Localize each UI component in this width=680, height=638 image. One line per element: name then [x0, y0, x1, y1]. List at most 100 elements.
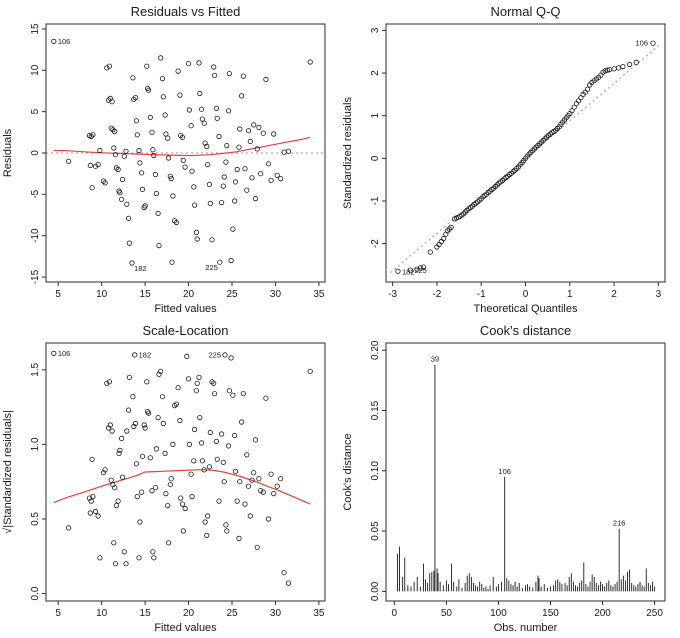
data-point [87, 162, 93, 168]
x-tick-label: 0 [392, 608, 398, 619]
data-point [242, 166, 248, 172]
data-point [188, 123, 194, 129]
data-point [132, 352, 138, 358]
data-point [136, 147, 142, 154]
data-point [228, 355, 234, 361]
x-tick-label: 25 [226, 289, 238, 300]
data-point [168, 176, 174, 182]
data-point [274, 172, 280, 178]
data-point [151, 555, 157, 561]
data-point [254, 146, 260, 152]
data-point [417, 265, 424, 271]
x-tick-label: 35 [313, 608, 325, 619]
data-point [146, 87, 152, 93]
data-point [221, 479, 227, 485]
data-point [469, 203, 475, 209]
data-point [115, 498, 121, 504]
data-point [139, 170, 145, 176]
data-point [271, 491, 277, 497]
data-point [205, 162, 211, 168]
data-point [254, 544, 260, 550]
data-point [51, 350, 57, 357]
data-point [119, 435, 125, 442]
x-tick-label: 10 [96, 289, 108, 300]
data-point [175, 385, 181, 391]
data-point [92, 508, 99, 515]
data-point [123, 148, 129, 154]
data-point [113, 503, 120, 509]
data-point [206, 464, 212, 470]
plot-frame [385, 342, 666, 602]
data-point [112, 152, 119, 158]
data-point [256, 124, 262, 131]
data-point [88, 133, 94, 140]
data-point [112, 561, 119, 567]
data-point [137, 519, 143, 525]
data-point [159, 394, 166, 400]
chart-scale-location: Scale-Location 5 10 15 20 25 30 35 0.0 0.5 1.0 1.5 F… [2, 323, 326, 634]
data-point [177, 92, 183, 98]
point-label: 182 [134, 264, 147, 273]
data-point [147, 114, 153, 121]
data-point [234, 498, 240, 504]
point-label: 39 [431, 355, 439, 364]
chart-title: Residuals vs Fitted [131, 4, 241, 19]
data-point [130, 394, 136, 400]
y-tick-label: 0.5 [30, 512, 41, 526]
data-point [239, 419, 245, 425]
data-point [611, 66, 617, 72]
data-point [407, 267, 414, 273]
data-point [252, 437, 259, 443]
data-point [139, 186, 146, 192]
data-point [196, 60, 202, 66]
x-tick-label: 250 [646, 608, 663, 619]
data-point [274, 483, 280, 489]
data-point [180, 528, 186, 534]
data-point [115, 166, 121, 173]
plot-frame [45, 342, 326, 602]
data-point [158, 55, 164, 61]
data-point [219, 200, 225, 206]
x-tick-label: 50 [441, 608, 453, 619]
data-point [226, 388, 232, 394]
data-point [117, 447, 123, 453]
data-point [124, 428, 130, 434]
data-point [197, 415, 203, 421]
data-point [214, 456, 220, 462]
data-point [66, 525, 72, 531]
data-point [186, 441, 192, 448]
x-axis-label: Obs. number [494, 622, 558, 634]
data-point [159, 76, 166, 82]
point-label: 106 [498, 467, 511, 476]
data-point [240, 391, 246, 397]
data-point [193, 388, 199, 394]
data-point [512, 167, 518, 173]
data-point [245, 128, 252, 134]
data-point [116, 450, 122, 456]
data-point [112, 128, 118, 135]
y-tick-label: 0.00 [370, 581, 381, 601]
data-point [139, 489, 145, 495]
y-axis-label: Standardized residuals [342, 97, 354, 209]
data-point [95, 162, 101, 168]
data-point [121, 153, 127, 159]
data-point [106, 379, 113, 385]
data-point [142, 203, 148, 209]
data-point [124, 201, 130, 207]
data-point [137, 160, 143, 166]
y-axis-label: √|Standardized residuals| [2, 410, 14, 534]
data-point [626, 61, 633, 68]
data-point [134, 132, 140, 138]
y-tick-label: 1 [370, 112, 381, 118]
data-point [307, 368, 313, 374]
data-point [189, 168, 195, 174]
data-point [256, 476, 262, 482]
chart-title: Normal Q-Q [490, 4, 560, 19]
data-point [179, 134, 186, 140]
data-point [133, 461, 139, 467]
data-point [211, 380, 217, 386]
x-tick-label: 20 [183, 289, 195, 300]
data-point [249, 175, 255, 181]
x-tick-label: 15 [140, 289, 152, 300]
